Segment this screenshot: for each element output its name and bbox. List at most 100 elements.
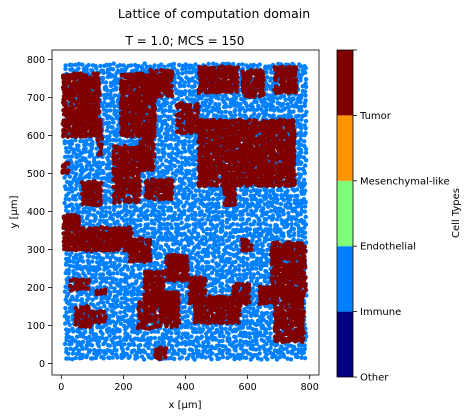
- immune-point: [117, 256, 123, 262]
- immune-point: [79, 289, 85, 294]
- immune-point: [103, 322, 109, 328]
- immune-point: [251, 272, 257, 277]
- immune-point: [216, 214, 221, 220]
- immune-point: [125, 291, 130, 296]
- immune-point: [131, 322, 136, 327]
- immune-point: [135, 336, 140, 341]
- scatter-points: [60, 61, 309, 362]
- immune-point: [113, 335, 119, 340]
- immune-point: [107, 313, 113, 319]
- immune-point: [168, 142, 173, 148]
- immune-point: [171, 348, 177, 354]
- immune-point: [180, 171, 185, 176]
- immune-point: [101, 356, 106, 361]
- immune-point: [241, 255, 246, 260]
- immune-point: [295, 354, 300, 360]
- immune-point: [213, 101, 218, 107]
- immune-point: [238, 338, 243, 343]
- immune-point: [149, 218, 154, 223]
- immune-point: [88, 264, 93, 269]
- immune-point: [199, 194, 204, 199]
- immune-point: [111, 271, 116, 276]
- immune-point: [193, 62, 198, 67]
- immune-point: [186, 77, 191, 82]
- immune-point: [233, 338, 239, 344]
- immune-point: [108, 290, 113, 295]
- immune-point: [90, 286, 96, 291]
- immune-point: [205, 217, 210, 222]
- immune-point: [220, 354, 226, 360]
- immune-point: [237, 256, 242, 261]
- immune-point: [243, 221, 249, 226]
- immune-point: [165, 168, 170, 173]
- immune-point: [66, 291, 71, 297]
- immune-point: [216, 250, 221, 255]
- immune-point: [186, 248, 191, 253]
- immune-point: [90, 259, 95, 264]
- immune-point: [107, 134, 112, 139]
- immune-point: [162, 150, 167, 156]
- immune-point: [205, 253, 211, 259]
- immune-point: [196, 266, 201, 271]
- immune-point: [271, 113, 276, 118]
- immune-point: [261, 344, 266, 349]
- immune-point: [254, 353, 259, 358]
- immune-point: [90, 272, 95, 278]
- immune-point: [70, 294, 75, 300]
- immune-point: [96, 343, 102, 349]
- immune-point: [104, 62, 110, 68]
- immune-point: [155, 241, 160, 247]
- immune-point: [256, 250, 261, 255]
- immune-point: [255, 276, 260, 281]
- immune-point: [187, 169, 192, 174]
- immune-point: [168, 154, 174, 160]
- immune-point: [108, 285, 114, 290]
- immune-point: [182, 142, 188, 147]
- immune-point: [299, 160, 304, 165]
- immune-point: [179, 355, 184, 360]
- immune-point: [154, 261, 160, 266]
- immune-point: [80, 339, 86, 345]
- immune-point: [240, 203, 246, 209]
- immune-point: [160, 162, 165, 167]
- immune-point: [254, 341, 259, 346]
- immune-point: [108, 259, 113, 265]
- immune-point: [169, 166, 174, 172]
- immune-point: [70, 189, 75, 194]
- immune-point: [138, 223, 143, 228]
- immune-point: [255, 318, 261, 323]
- immune-point: [75, 164, 80, 169]
- immune-point: [152, 202, 158, 208]
- immune-point: [79, 344, 84, 349]
- immune-point: [244, 261, 249, 266]
- immune-point: [183, 155, 188, 161]
- immune-point: [254, 327, 259, 333]
- immune-point: [188, 310, 194, 315]
- immune-point: [176, 330, 181, 335]
- immune-point: [192, 357, 197, 362]
- immune-point: [98, 218, 103, 223]
- immune-point: [175, 222, 181, 228]
- immune-point: [106, 189, 112, 194]
- immune-point: [213, 93, 218, 99]
- immune-point: [161, 146, 166, 152]
- immune-point: [252, 111, 257, 117]
- immune-point: [231, 247, 236, 252]
- immune-point: [134, 279, 139, 284]
- immune-point: [160, 200, 165, 205]
- immune-point: [182, 244, 188, 249]
- immune-point: [244, 63, 249, 68]
- immune-point: [205, 260, 211, 265]
- immune-point: [244, 334, 249, 339]
- immune-point: [69, 185, 74, 190]
- immune-point: [177, 187, 182, 193]
- immune-point: [146, 345, 151, 351]
- immune-point: [165, 335, 170, 341]
- immune-point: [158, 216, 163, 221]
- immune-point: [180, 293, 185, 298]
- immune-point: [217, 333, 222, 339]
- immune-point: [214, 113, 219, 119]
- immune-point: [163, 108, 168, 113]
- immune-point: [84, 163, 89, 169]
- immune-point: [185, 313, 190, 319]
